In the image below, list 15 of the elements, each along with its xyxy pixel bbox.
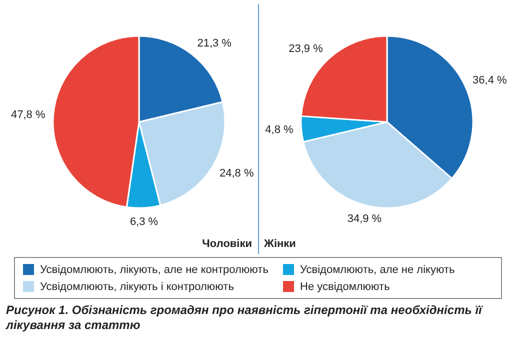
- data-label: 36,4 %: [472, 74, 508, 87]
- data-label: 24,8 %: [220, 168, 254, 180]
- data-label: 6,3 %: [130, 216, 158, 228]
- data-label: 47,8 %: [10, 108, 46, 121]
- text: Рисунок 1. Обізнаність громадян про наявність гіпертонії та необхідність її лікування за статтю: [6, 303, 484, 333]
- text: Жінки: [264, 238, 296, 250]
- data-label: 4,8 %: [265, 124, 294, 136]
- text: Чоловіки: [202, 238, 252, 250]
- data-label: 34,9 %: [347, 213, 382, 226]
- legend-label: Усвідомлюють, лікують, але не контролюють: [40, 264, 268, 276]
- data-label: 23,9 %: [288, 42, 324, 55]
- legend-label: Не усвідомлюють: [300, 280, 390, 292]
- legend-label: Усвідомлюють, лікують і контролюють: [40, 280, 234, 292]
- legend-label: Усвідомлюють, але не лікують: [300, 264, 455, 276]
- data-label: 21,3 %: [197, 37, 232, 50]
